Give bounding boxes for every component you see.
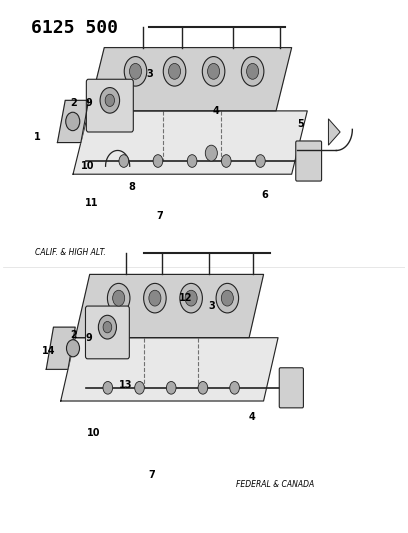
Polygon shape (58, 100, 89, 142)
Circle shape (144, 284, 166, 313)
FancyBboxPatch shape (86, 306, 129, 359)
Text: 2: 2 (70, 330, 77, 340)
Circle shape (166, 382, 176, 394)
FancyBboxPatch shape (279, 368, 304, 408)
Text: 6: 6 (261, 190, 268, 200)
Circle shape (124, 56, 147, 86)
Circle shape (208, 63, 220, 79)
Text: 8: 8 (128, 182, 135, 192)
Text: 11: 11 (84, 198, 98, 208)
Polygon shape (75, 274, 264, 338)
Circle shape (149, 290, 161, 306)
Circle shape (113, 290, 125, 306)
Text: 12: 12 (179, 293, 193, 303)
Text: 10: 10 (86, 427, 100, 438)
Text: 9: 9 (86, 333, 93, 343)
Circle shape (198, 382, 208, 394)
Text: 6125 500: 6125 500 (31, 19, 118, 37)
Circle shape (119, 155, 129, 167)
Text: 14: 14 (42, 346, 56, 356)
Text: FEDERAL & CANADA: FEDERAL & CANADA (236, 480, 315, 489)
Circle shape (135, 382, 144, 394)
Circle shape (246, 63, 259, 79)
Text: 5: 5 (297, 119, 304, 129)
Text: 10: 10 (80, 161, 94, 171)
Circle shape (205, 145, 217, 161)
Text: 3: 3 (208, 301, 215, 311)
Text: 7: 7 (148, 470, 155, 480)
Circle shape (185, 290, 197, 306)
Circle shape (242, 56, 264, 86)
Text: 7: 7 (156, 212, 163, 221)
Text: 4: 4 (249, 412, 256, 422)
Polygon shape (328, 119, 340, 145)
Circle shape (100, 87, 120, 113)
Text: CALIF. & HIGH ALT.: CALIF. & HIGH ALT. (35, 248, 106, 257)
Text: 1: 1 (33, 132, 40, 142)
Circle shape (180, 284, 202, 313)
Circle shape (221, 290, 233, 306)
Polygon shape (46, 327, 75, 369)
Text: 4: 4 (213, 106, 220, 116)
Text: 3: 3 (146, 69, 153, 79)
Circle shape (230, 382, 239, 394)
Circle shape (202, 56, 225, 86)
Circle shape (107, 284, 130, 313)
Polygon shape (73, 111, 307, 174)
Circle shape (169, 63, 181, 79)
FancyBboxPatch shape (296, 141, 322, 181)
Circle shape (187, 155, 197, 167)
Circle shape (67, 340, 80, 357)
Circle shape (163, 56, 186, 86)
Circle shape (103, 382, 113, 394)
Polygon shape (61, 338, 278, 401)
Text: 2: 2 (70, 98, 77, 108)
Text: 13: 13 (119, 380, 132, 390)
Circle shape (222, 155, 231, 167)
Circle shape (98, 316, 116, 339)
FancyBboxPatch shape (86, 79, 133, 132)
Polygon shape (89, 47, 292, 111)
Circle shape (66, 112, 80, 131)
Circle shape (129, 63, 142, 79)
Text: 9: 9 (86, 98, 93, 108)
Circle shape (153, 155, 163, 167)
Circle shape (216, 284, 239, 313)
Circle shape (103, 321, 112, 333)
Circle shape (255, 155, 265, 167)
Circle shape (105, 94, 115, 107)
